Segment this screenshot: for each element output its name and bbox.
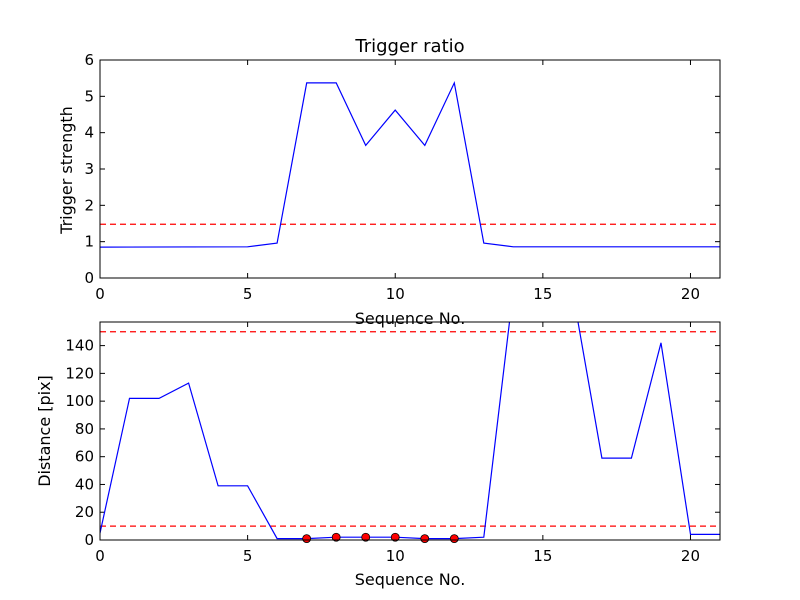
top-x-axis-label: Sequence No. <box>355 309 466 328</box>
bottom-data-point <box>331 532 341 542</box>
top-x-tick-label: 20 <box>681 285 700 303</box>
bottom-x-tick-label: 0 <box>95 547 105 565</box>
top-series-line <box>100 80 720 248</box>
top-y-tick-label: 5 <box>84 87 94 105</box>
bottom-y-tick-label: 0 <box>84 531 94 549</box>
top-chart-title: Trigger ratio <box>354 36 464 57</box>
top-x-tick-label: 15 <box>533 285 552 303</box>
bottom-x-tick-label: 5 <box>243 547 253 565</box>
bottom-data-layer <box>100 322 720 540</box>
bottom-x-tick-label: 10 <box>386 547 405 565</box>
bottom-series-line <box>100 322 720 540</box>
top-x-tick-label: 5 <box>243 285 253 303</box>
bottom-y-tick-label: 60 <box>75 448 94 466</box>
bottom-y-tick-label: 140 <box>65 337 94 355</box>
top-y-axis-label: Trigger strength <box>57 106 76 235</box>
bottom-data-point <box>361 532 371 542</box>
bottom-data-point <box>420 534 430 544</box>
top-x-tick-label: 10 <box>386 285 405 303</box>
top-y-tick-label: 6 <box>84 51 94 69</box>
top-chart: Trigger ratio 0 5 10 15 20 0 1 2 3 4 5 6 Sequence N… <box>57 36 721 328</box>
bottom-data-point <box>390 532 400 542</box>
top-data-layer <box>100 80 720 248</box>
bottom-data-point <box>449 534 459 544</box>
top-y-tick-label: 1 <box>84 233 94 251</box>
bottom-plot-area: 0 5 10 15 20 0 20 40 60 80 100 120 140 <box>65 321 721 565</box>
top-x-tick-label: 0 <box>95 285 105 303</box>
bottom-y-tick-label: 40 <box>75 475 94 493</box>
bottom-y-tick-label: 20 <box>75 503 94 521</box>
bottom-x-axis-label: Sequence No. <box>355 570 466 589</box>
top-y-tick-label: 4 <box>84 124 94 142</box>
top-plot-area: 0 5 10 15 20 0 1 2 3 4 5 6 <box>84 51 721 303</box>
bottom-y-axis-label: Distance [pix] <box>35 375 54 487</box>
bottom-y-tick-label: 80 <box>75 420 94 438</box>
bottom-axes-frame <box>99 321 721 541</box>
top-y-tick-label: 3 <box>84 160 94 178</box>
bottom-y-tick-label: 120 <box>65 364 94 382</box>
bottom-x-tick-label: 15 <box>533 547 552 565</box>
bottom-data-point <box>302 534 312 544</box>
top-axes-frame <box>99 59 721 279</box>
bottom-x-tick-label: 20 <box>681 547 700 565</box>
top-y-tick-label: 2 <box>84 196 94 214</box>
top-y-tick-label: 0 <box>84 269 94 287</box>
bottom-y-tick-label: 100 <box>65 392 94 410</box>
